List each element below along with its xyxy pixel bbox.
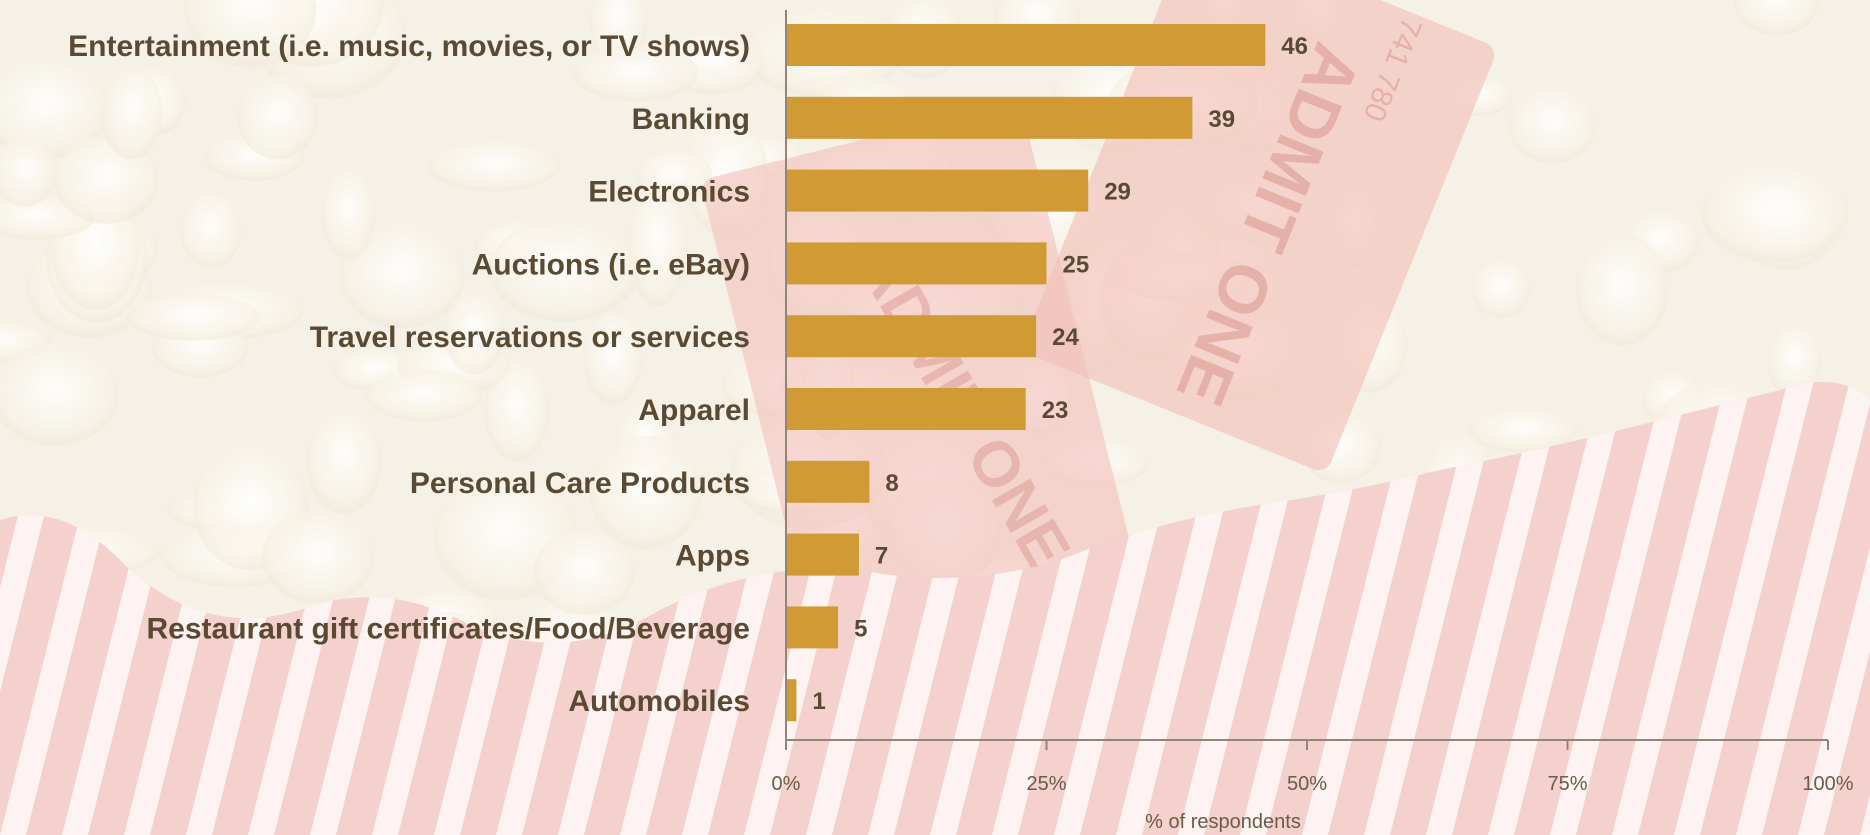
box-stripe <box>1240 382 1380 835</box>
data-label: 24 <box>1052 324 1079 351</box>
popcorn-kernel <box>261 510 375 604</box>
popcorn-kernel <box>339 222 465 329</box>
bar <box>786 388 1026 430</box>
bar <box>786 679 797 722</box>
bars: Entertainment (i.e. music, movies, or TV… <box>68 24 1308 722</box>
bar <box>786 460 870 503</box>
box-stripe <box>1488 382 1628 835</box>
x-tick-label: 25% <box>1026 773 1066 795</box>
bar <box>786 606 839 649</box>
data-label: 46 <box>1281 33 1308 60</box>
category-label: Entertainment (i.e. music, movies, or TV… <box>68 30 750 63</box>
popcorn-kernel <box>101 66 163 160</box>
x-tick-label: 0% <box>772 773 801 795</box>
bar <box>786 96 1193 139</box>
popcorn-kernel <box>365 370 483 422</box>
category-label: Apps <box>675 540 750 573</box>
box-stripe <box>1426 382 1566 835</box>
category-label: Auctions (i.e. eBay) <box>472 248 750 281</box>
box-stripe <box>1302 382 1442 835</box>
popcorn-kernel <box>1767 322 1822 398</box>
data-label: 7 <box>875 543 888 570</box>
data-label: 5 <box>854 615 867 642</box>
bar <box>786 533 859 576</box>
x-axis-title: % of respondents <box>1145 811 1301 833</box>
popcorn-kernel <box>572 45 699 102</box>
category-label: Banking <box>632 103 750 136</box>
popcorn-kernel <box>628 183 688 307</box>
category-label: Travel reservations or services <box>310 321 750 354</box>
popcorn-kernel <box>126 294 260 341</box>
x-tick-label: 100% <box>1802 773 1853 795</box>
box-stripe <box>1736 382 1870 835</box>
popcorn-kernel <box>321 165 375 260</box>
category-label: Electronics <box>588 176 750 209</box>
data-label: 39 <box>1208 106 1235 133</box>
popcorn-kernel <box>0 56 110 160</box>
box-stripe <box>1674 382 1814 835</box>
popcorn-kernel <box>1468 407 1578 453</box>
popcorn-kernel <box>1701 162 1849 263</box>
popcorn-kernel <box>590 435 702 550</box>
popcorn-kernel <box>0 343 119 446</box>
data-label: 8 <box>885 470 898 497</box>
popcorn-kernel <box>635 147 712 203</box>
popcorn-kernel <box>306 407 382 514</box>
popcorn-kernel <box>427 139 560 192</box>
bar <box>786 24 1266 66</box>
box-stripe <box>1364 382 1504 835</box>
popcorn-kernel <box>533 528 635 615</box>
category-label: Automobiles <box>568 685 750 718</box>
box-stripe <box>1550 382 1690 835</box>
data-label: 23 <box>1042 397 1069 424</box>
data-label: 1 <box>812 688 825 715</box>
popcorn-kernel <box>444 289 505 375</box>
bar <box>786 315 1037 358</box>
bar <box>786 169 1089 212</box>
x-tick-label: 50% <box>1287 773 1327 795</box>
bar <box>786 242 1047 285</box>
popcorn-kernel <box>1508 86 1597 164</box>
popcorn-kernel <box>237 75 318 160</box>
popcorn-kernel <box>0 137 57 207</box>
data-label: 25 <box>1063 251 1090 278</box>
x-axis-ticks: 0% 25% 50% 75% 100% <box>772 740 1854 795</box>
x-tick-label: 75% <box>1547 773 1587 795</box>
popcorn-kernel <box>180 191 242 269</box>
popcorn-kernel <box>583 310 643 405</box>
category-label: Restaurant gift certificates/Food/Bevera… <box>146 612 750 645</box>
popcorn-kernel <box>1576 234 1669 346</box>
box-stripe <box>1612 382 1752 835</box>
popcorn-kernel <box>184 0 317 68</box>
data-label: 29 <box>1104 179 1131 206</box>
category-label: Apparel <box>638 394 750 427</box>
popcorn-kernel <box>1471 259 1531 318</box>
popcorn-kernel <box>1734 0 1819 36</box>
popcorn-kernel <box>489 219 639 322</box>
popcorn-kernel <box>484 357 550 462</box>
category-label: Personal Care Products <box>410 467 750 500</box>
box-stripe <box>1798 382 1870 835</box>
